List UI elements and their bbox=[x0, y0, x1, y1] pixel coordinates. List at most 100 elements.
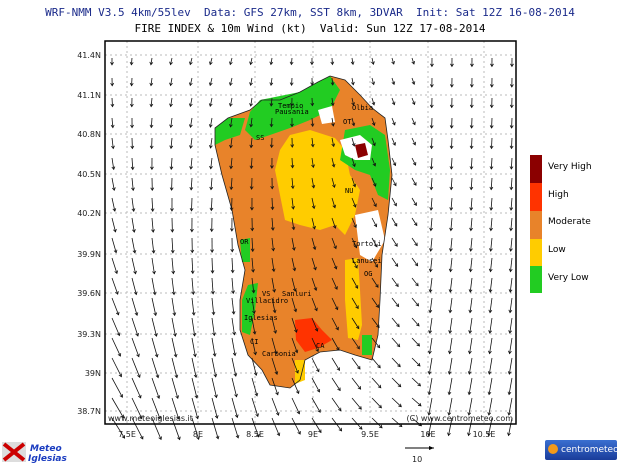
wind-arrowhead bbox=[354, 285, 359, 289]
wind-arrow bbox=[209, 77, 213, 86]
wind-arrow bbox=[351, 397, 362, 410]
wind-arrow bbox=[371, 57, 374, 65]
region-low-east bbox=[345, 258, 362, 340]
wind-arrow bbox=[391, 377, 402, 387]
wind-arrowhead bbox=[469, 84, 474, 88]
wind-arrow bbox=[170, 157, 173, 170]
wind-arrowhead bbox=[253, 351, 257, 356]
wind-arrowhead bbox=[392, 142, 396, 146]
wind-arrowhead bbox=[134, 312, 139, 316]
wind-arrowhead bbox=[176, 415, 180, 420]
wind-arrowhead bbox=[488, 309, 493, 314]
credit-left[interactable]: www.meteoiglesias.it bbox=[108, 414, 193, 423]
wind-arrowhead bbox=[428, 268, 433, 273]
wind-arrow bbox=[270, 77, 273, 86]
wind-arrow bbox=[351, 277, 358, 289]
wind-arrowhead bbox=[193, 374, 198, 379]
wind-arrowhead bbox=[489, 145, 494, 150]
wind-arrow bbox=[391, 77, 395, 85]
wind-arrowhead bbox=[249, 82, 253, 86]
wind-arrowhead bbox=[235, 434, 240, 439]
wind-arrowhead bbox=[249, 123, 254, 128]
wind-arrowhead bbox=[140, 435, 144, 440]
wind-arrowhead bbox=[120, 414, 124, 419]
wind-arrowhead bbox=[429, 84, 434, 88]
wind-arrow bbox=[470, 197, 473, 211]
wind-arrowhead bbox=[229, 61, 233, 66]
wind-arrow bbox=[230, 117, 233, 127]
wind-arrowhead bbox=[429, 227, 433, 232]
wind-arrowhead bbox=[376, 324, 380, 329]
wind-arrow bbox=[231, 257, 234, 273]
wind-arrowhead bbox=[121, 435, 126, 439]
wind-arrowhead bbox=[273, 330, 277, 334]
wind-arrowhead bbox=[191, 312, 196, 316]
wind-arrowhead bbox=[356, 345, 360, 350]
wind-arrow bbox=[209, 97, 213, 107]
lon-tick-label: 7.5E bbox=[118, 430, 136, 439]
wind-arrow bbox=[371, 257, 378, 268]
region-very-low-north bbox=[245, 76, 340, 140]
wind-arrowhead bbox=[169, 187, 174, 191]
wind-arrowhead bbox=[269, 123, 274, 128]
wind-arrowhead bbox=[295, 390, 300, 395]
wind-arrow bbox=[131, 177, 134, 191]
wind-arrowhead bbox=[234, 414, 239, 419]
wind-arrowhead bbox=[296, 410, 301, 415]
wind-arrowhead bbox=[131, 187, 135, 192]
wind-arrowhead bbox=[212, 353, 217, 357]
wind-arrow bbox=[150, 117, 153, 128]
wind-arrowhead bbox=[374, 243, 378, 248]
wind-arrowhead bbox=[290, 144, 295, 148]
credit-right[interactable]: (C) www.centrometeo.com bbox=[407, 414, 514, 423]
wind-arrowhead bbox=[113, 249, 118, 254]
wind-arrow bbox=[270, 57, 273, 65]
wind-arrowhead bbox=[331, 163, 336, 168]
wind-arrow bbox=[509, 317, 513, 334]
wind-arrowhead bbox=[468, 309, 473, 314]
wind-arrowhead bbox=[135, 332, 139, 337]
wind-arrowhead bbox=[332, 225, 337, 229]
centrometeo-logo[interactable]: centrometeo bbox=[545, 440, 619, 460]
wind-arrow bbox=[150, 77, 153, 86]
wind-arrowhead bbox=[273, 350, 278, 355]
city-label: Villacidro bbox=[246, 297, 288, 305]
wind-arrowhead bbox=[337, 387, 341, 392]
wind-arrow bbox=[331, 357, 340, 371]
wind-arrow bbox=[211, 417, 219, 439]
meteoiglesias-logo[interactable]: Meteo Iglesias bbox=[2, 440, 72, 464]
wind-arrow bbox=[371, 177, 377, 187]
wind-arrowhead bbox=[169, 124, 173, 129]
wind-arrowhead bbox=[350, 61, 355, 66]
wind-arrowhead bbox=[157, 415, 161, 420]
wind-arrow bbox=[250, 97, 253, 107]
city-label: OT bbox=[343, 118, 352, 126]
wind-arrowhead bbox=[130, 166, 135, 171]
wind-arrowhead bbox=[133, 270, 137, 275]
wind-arrow bbox=[470, 177, 473, 190]
wind-arrowhead bbox=[487, 371, 492, 375]
wind-arrow bbox=[411, 117, 416, 125]
wind-arrowhead bbox=[190, 249, 195, 254]
wind-arrowhead bbox=[318, 429, 322, 434]
wind-arrow bbox=[450, 177, 453, 190]
wind-arrowhead bbox=[150, 208, 155, 212]
wind-arrow bbox=[210, 197, 213, 211]
wind-arrowhead bbox=[414, 242, 418, 247]
wind-arrow bbox=[491, 137, 493, 149]
wind-arrowhead bbox=[415, 302, 420, 307]
wind-arrowhead bbox=[354, 264, 358, 269]
wind-arrowhead bbox=[447, 371, 452, 375]
legend-label-very-low: Very Low bbox=[548, 273, 589, 283]
wind-arrow bbox=[391, 157, 396, 166]
wind-arrow bbox=[311, 417, 322, 433]
wind-arrowhead bbox=[428, 330, 433, 334]
wind-arrowhead bbox=[208, 124, 213, 128]
wind-arrow bbox=[171, 337, 177, 357]
wind-arrowhead bbox=[169, 82, 173, 87]
wind-arrowhead bbox=[396, 343, 401, 348]
wind-arrow bbox=[111, 117, 114, 128]
wind-arrow bbox=[411, 57, 415, 65]
